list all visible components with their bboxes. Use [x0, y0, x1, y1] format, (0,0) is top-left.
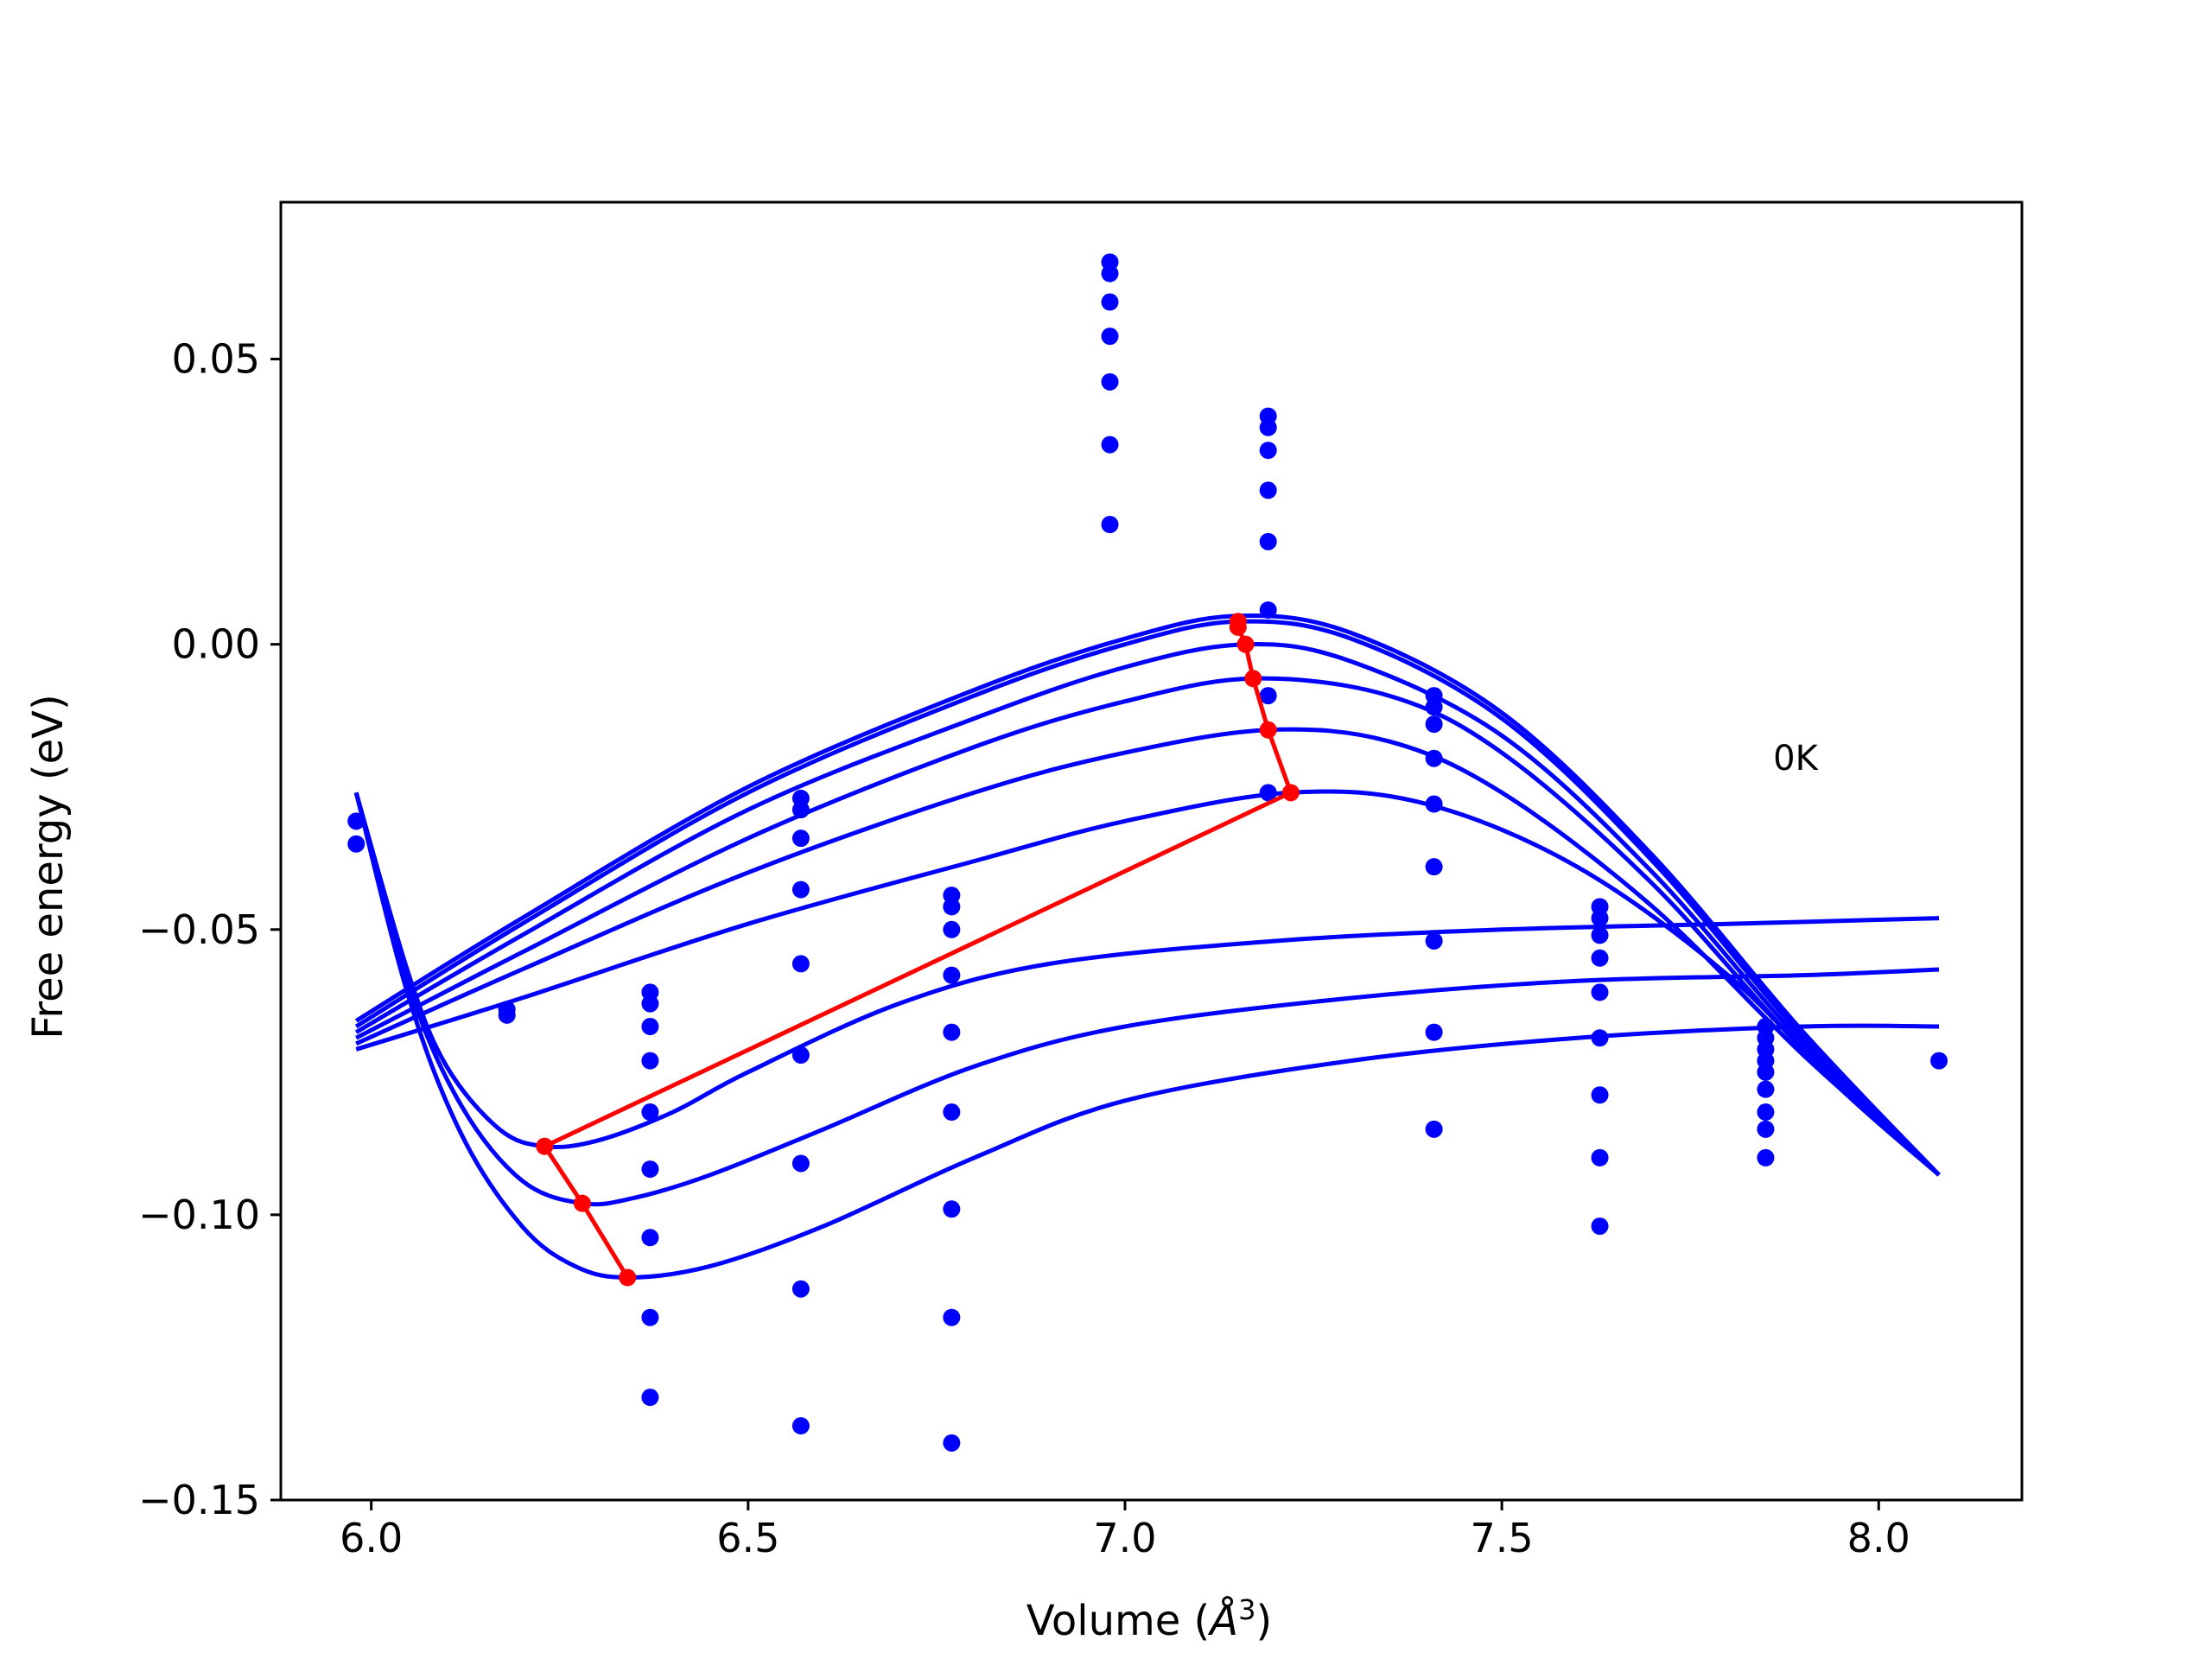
data-point — [943, 920, 961, 938]
data-point — [1101, 516, 1119, 534]
data-point — [498, 1006, 516, 1024]
fit-curve-8 — [353, 791, 1940, 1207]
y-axis-label: Free energy (eV) — [24, 694, 73, 1039]
data-point — [943, 1308, 961, 1326]
data-point — [943, 966, 961, 984]
x-tick-label: 8.0 — [1847, 1515, 1910, 1561]
data-point — [641, 995, 659, 1013]
data-point — [791, 1046, 810, 1065]
data-point — [791, 830, 810, 848]
data-point — [1259, 442, 1277, 460]
data-point — [791, 955, 810, 973]
data-point — [641, 1018, 659, 1036]
data-point — [641, 1160, 659, 1179]
y-tick-label: −0.10 — [138, 1192, 260, 1238]
data-point — [1591, 1029, 1609, 1047]
x-tick-label: 7.0 — [1093, 1515, 1156, 1561]
data-point — [943, 1433, 961, 1452]
data-point — [641, 1052, 659, 1070]
y-tick-label: 0.05 — [172, 336, 260, 383]
data-point — [1425, 1023, 1443, 1041]
annotations: 0K — [1773, 739, 1819, 779]
data-point — [791, 1280, 810, 1298]
fit-curve-9 — [353, 791, 1940, 1280]
y-tick-label: −0.05 — [138, 906, 260, 953]
data-point — [1259, 481, 1277, 499]
data-point — [943, 1103, 961, 1122]
y-axis-ticks: −0.15 −0.10 −0.05 0.00 0.05 — [138, 336, 281, 1523]
x-axis-label: Volume (Å3) — [1027, 1593, 1272, 1645]
y-tick-label: −0.15 — [138, 1477, 260, 1523]
data-point — [641, 1229, 659, 1247]
fitted-curves — [353, 613, 1941, 1280]
minimum-point — [619, 1268, 637, 1287]
data-point — [791, 1417, 810, 1435]
y-tick-label: 0.00 — [172, 621, 260, 668]
data-point — [943, 1023, 961, 1041]
x-axis-ticks: 6.0 6.5 7.0 7.5 8.0 — [340, 1500, 1910, 1561]
minimum-point — [1259, 721, 1277, 739]
data-point — [1591, 949, 1609, 967]
x-tick-label: 7.5 — [1471, 1515, 1534, 1561]
annotation-label: 0K — [1773, 739, 1819, 779]
data-point — [1101, 435, 1119, 454]
data-point — [1425, 795, 1443, 813]
data-points — [347, 253, 1948, 1452]
data-point — [1101, 264, 1119, 283]
data-point — [347, 812, 365, 830]
fit-curve-7 — [353, 791, 1940, 1150]
data-point — [1101, 372, 1119, 391]
data-point — [641, 1103, 659, 1122]
data-point — [1591, 983, 1609, 1001]
data-point — [641, 1389, 659, 1407]
data-point — [1101, 327, 1119, 346]
data-point — [1259, 418, 1277, 436]
data-point — [1425, 749, 1443, 767]
data-point — [943, 898, 961, 916]
data-point — [943, 1200, 961, 1218]
data-point — [1757, 1120, 1775, 1138]
data-point — [1425, 931, 1443, 950]
data-point — [1259, 687, 1277, 705]
data-point — [1757, 1148, 1775, 1166]
fit-curve-6 — [355, 789, 1941, 1177]
data-point — [791, 880, 810, 899]
data-point — [1425, 698, 1443, 716]
x-tick-label: 6.5 — [716, 1515, 779, 1561]
minimum-point — [573, 1194, 591, 1212]
minimum-point — [536, 1137, 554, 1155]
data-point — [1259, 601, 1277, 620]
data-point — [1591, 909, 1609, 927]
minimum-point — [1236, 635, 1255, 653]
minimum-point — [1281, 784, 1300, 802]
data-point — [1101, 293, 1119, 311]
data-point — [1425, 858, 1443, 876]
data-point — [1591, 1086, 1609, 1104]
data-point — [791, 801, 810, 819]
minima-path — [536, 613, 1300, 1287]
data-point — [1591, 1217, 1609, 1236]
plot-frame — [279, 200, 2024, 1502]
data-point — [1259, 784, 1277, 802]
data-point — [791, 1154, 810, 1173]
data-point — [1757, 1080, 1775, 1098]
data-point — [1259, 532, 1277, 550]
minimum-point — [1244, 670, 1262, 688]
data-point — [347, 835, 365, 853]
data-point — [1591, 926, 1609, 944]
data-point — [1757, 1103, 1775, 1122]
data-point — [1591, 1148, 1609, 1166]
minimum-point — [1229, 618, 1247, 636]
data-point — [1757, 1063, 1775, 1081]
data-point — [1930, 1052, 1948, 1070]
data-point — [1425, 715, 1443, 734]
data-point — [1425, 1120, 1443, 1138]
data-point — [641, 1308, 659, 1326]
x-tick-label: 6.0 — [340, 1515, 403, 1561]
